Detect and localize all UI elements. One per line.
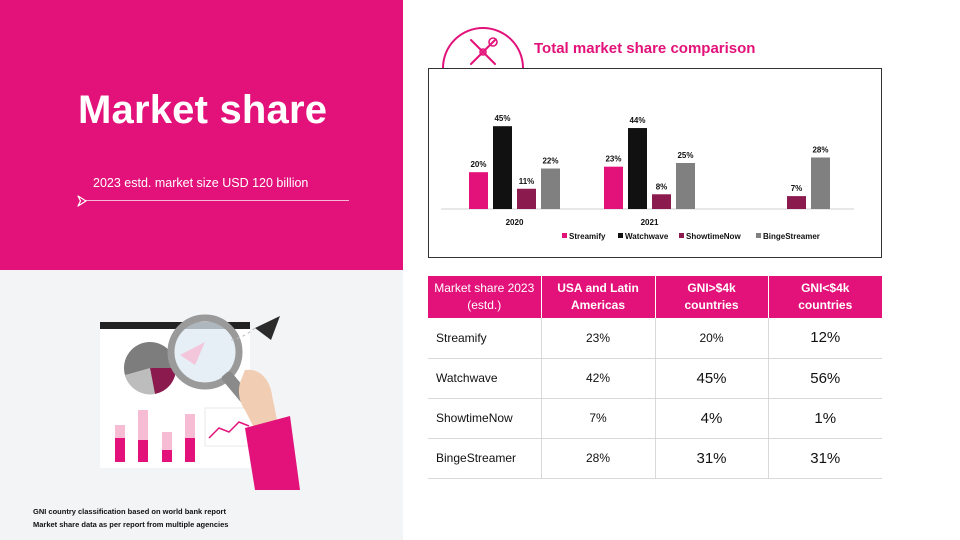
table-cell: BingeStreamer <box>428 438 542 479</box>
table-cell: 42% <box>541 358 656 399</box>
table-cell: 20% <box>655 318 769 359</box>
bar-bingestreamer <box>541 168 560 209</box>
hero-panel: Market share 2023 estd. market size USD … <box>0 0 403 270</box>
legend-label: Watchwave <box>625 232 669 241</box>
bar-streamify <box>604 166 623 209</box>
legend-label: BingeStreamer <box>763 232 820 241</box>
legend-label: ShowtimeNow <box>686 232 741 241</box>
bar-watchwave <box>493 126 512 209</box>
table-cell: 45% <box>655 358 769 399</box>
data-label: 7% <box>791 184 803 193</box>
market-share-table: Market share 2023 (estd.) USA and Latin … <box>428 276 882 479</box>
table-cell: ShowtimeNow <box>428 398 542 439</box>
table-cell: Streamify <box>428 318 542 359</box>
bar-chart: 20% 45% 11% 22% 2020 23% 44% 8% 25% 2021 7% 28% Stre… <box>428 68 882 258</box>
table-cell: 28% <box>541 438 656 479</box>
data-label: 44% <box>629 116 645 125</box>
legend-label: Streamify <box>569 232 606 241</box>
data-label: 8% <box>656 182 668 191</box>
arrow-marker-icon <box>77 195 87 207</box>
legend-swatch-watchwave <box>618 233 623 238</box>
data-label: 28% <box>812 145 828 154</box>
data-label: 22% <box>542 157 558 166</box>
bar-showtimenow <box>787 196 806 209</box>
header-gni-high: GNI>$4k countries <box>655 276 769 318</box>
category-label: 2020 <box>506 218 524 227</box>
subtitle-divider <box>85 200 349 201</box>
table-header-row: Market share 2023 (estd.) USA and Latin … <box>428 276 882 318</box>
market-size-subtitle: 2023 estd. market size USD 120 billion <box>93 176 309 190</box>
table-row: ShowtimeNow 7% 4% 1% <box>428 398 882 439</box>
table-row: Watchwave 42% 45% 56% <box>428 358 882 399</box>
table-cell: 7% <box>541 398 656 439</box>
table-cell: 23% <box>541 318 656 359</box>
header-usa-latam: USA and Latin Americas <box>541 276 656 318</box>
bar-bingestreamer <box>811 157 830 209</box>
legend-swatch-showtimenow <box>679 233 684 238</box>
bar-bingestreamer <box>676 163 695 209</box>
header-gni-low: GNI<$4k countries <box>768 276 882 318</box>
table-cell: 31% <box>768 438 882 479</box>
tools-icon <box>442 27 524 68</box>
data-label: 45% <box>494 114 510 123</box>
bar-watchwave <box>628 128 647 209</box>
table-cell: 56% <box>768 358 882 399</box>
data-label: 11% <box>519 177 535 186</box>
data-label: 23% <box>605 155 621 164</box>
analytics-illustration <box>100 314 300 490</box>
data-label: 25% <box>677 151 693 160</box>
bar-streamify <box>469 172 488 209</box>
table-row: BingeStreamer 28% 31% 31% <box>428 438 882 479</box>
bar-chart-svg: 20% 45% 11% 22% 2020 23% 44% 8% 25% 2021 7% 28% Stre… <box>441 114 854 241</box>
legend-swatch-bingestreamer <box>756 233 761 238</box>
bar-showtimenow <box>652 194 671 209</box>
table-row: Streamify 23% 20% 12% <box>428 318 882 359</box>
bar-showtimenow <box>517 188 536 209</box>
footnote-gni: GNI country classification based on worl… <box>33 507 226 516</box>
header-market-share: Market share 2023 (estd.) <box>428 276 542 318</box>
table-cell: 4% <box>655 398 769 439</box>
table-cell: 1% <box>768 398 882 439</box>
table-cell: 31% <box>655 438 769 479</box>
table-cell: 12% <box>768 318 882 359</box>
data-label: 20% <box>470 160 486 169</box>
legend-swatch-streamify <box>562 233 567 238</box>
chart-title: Total market share comparison <box>534 40 756 57</box>
table-cell: Watchwave <box>428 358 542 399</box>
category-label: 2021 <box>641 218 659 227</box>
page-title: Market share <box>78 88 328 132</box>
footnote-sources: Market share data as per report from mul… <box>33 520 229 529</box>
